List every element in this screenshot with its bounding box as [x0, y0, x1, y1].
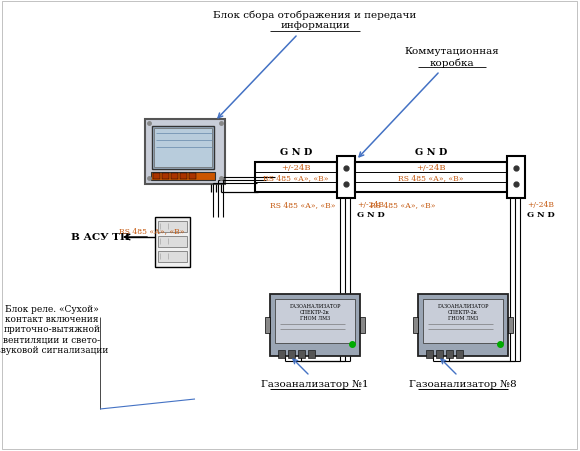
Bar	[507, 156, 525, 198]
Bar	[426, 350, 433, 358]
Bar	[298, 350, 305, 358]
Bar	[145, 120, 225, 184]
Bar	[153, 174, 160, 179]
Bar	[270, 295, 360, 356]
Text: RS 485 «А», «В»: RS 485 «А», «В»	[119, 226, 185, 235]
Bar	[180, 174, 187, 179]
Text: Газоанализатор №1: Газоанализатор №1	[261, 380, 369, 389]
Text: информации: информации	[280, 21, 350, 30]
Bar	[171, 174, 178, 179]
Bar	[308, 350, 315, 358]
Text: G N D: G N D	[527, 211, 554, 219]
Bar	[337, 156, 355, 198]
Bar	[158, 221, 187, 232]
Text: G N D: G N D	[415, 147, 447, 156]
Bar	[456, 350, 463, 358]
Text: Газоанализатор №8: Газоанализатор №8	[409, 380, 517, 389]
Bar	[360, 318, 365, 333]
Bar	[288, 350, 295, 358]
Text: +/-24В: +/-24В	[416, 164, 446, 172]
Text: Блок сбора отображения и передачи: Блок сбора отображения и передачи	[213, 10, 416, 19]
Bar	[189, 174, 196, 179]
Bar	[265, 318, 270, 333]
Text: RS 485 «А», «В»: RS 485 «А», «В»	[263, 174, 329, 182]
Text: RS 485 «А», «В»: RS 485 «А», «В»	[370, 201, 436, 208]
Text: СПЕКТР-2к: СПЕКТР-2к	[300, 310, 330, 315]
Text: ГАЗОАНАЛИЗАТОР: ГАЗОАНАЛИЗАТОР	[289, 304, 340, 309]
Text: +/-24В: +/-24В	[527, 201, 554, 208]
Text: G N D: G N D	[357, 211, 385, 219]
Text: В АСУ ТП: В АСУ ТП	[71, 233, 129, 242]
Bar	[154, 129, 212, 168]
Text: ГНОМ ЛМ3: ГНОМ ЛМ3	[448, 316, 478, 321]
Text: +/-24В: +/-24В	[281, 164, 311, 172]
Bar	[446, 350, 453, 358]
Text: СПЕКТР-2к: СПЕКТР-2к	[448, 310, 478, 315]
Bar	[436, 350, 443, 358]
Bar	[162, 174, 169, 179]
Text: ГАЗОАНАЛИЗАТОР: ГАЗОАНАЛИЗАТОР	[437, 304, 489, 309]
Text: +/-24В: +/-24В	[357, 201, 384, 208]
Text: G N D: G N D	[280, 147, 312, 156]
Bar	[158, 252, 187, 262]
Bar	[418, 295, 508, 356]
Text: RS 485 «А», «В»: RS 485 «А», «В»	[398, 174, 464, 182]
Text: коробка: коробка	[430, 58, 474, 67]
Bar	[255, 163, 337, 193]
Bar	[508, 318, 513, 333]
Bar	[423, 299, 503, 343]
Text: Коммутационная: Коммутационная	[405, 47, 499, 56]
Bar	[355, 163, 507, 193]
Bar	[155, 217, 190, 267]
Bar	[275, 299, 355, 343]
Bar	[151, 173, 215, 180]
Bar	[158, 236, 187, 248]
Bar	[413, 318, 418, 333]
Bar	[278, 350, 285, 358]
Text: Блок реле. «Сухой»
контакт включения
приточно-вытяжной
вентиляции и свето-
звуко: Блок реле. «Сухой» контакт включения при…	[0, 304, 108, 354]
Bar	[152, 127, 214, 170]
Text: RS 485 «А», «В»: RS 485 «А», «В»	[270, 201, 335, 208]
Text: ГНОМ ЛМ3: ГНОМ ЛМ3	[300, 316, 330, 321]
